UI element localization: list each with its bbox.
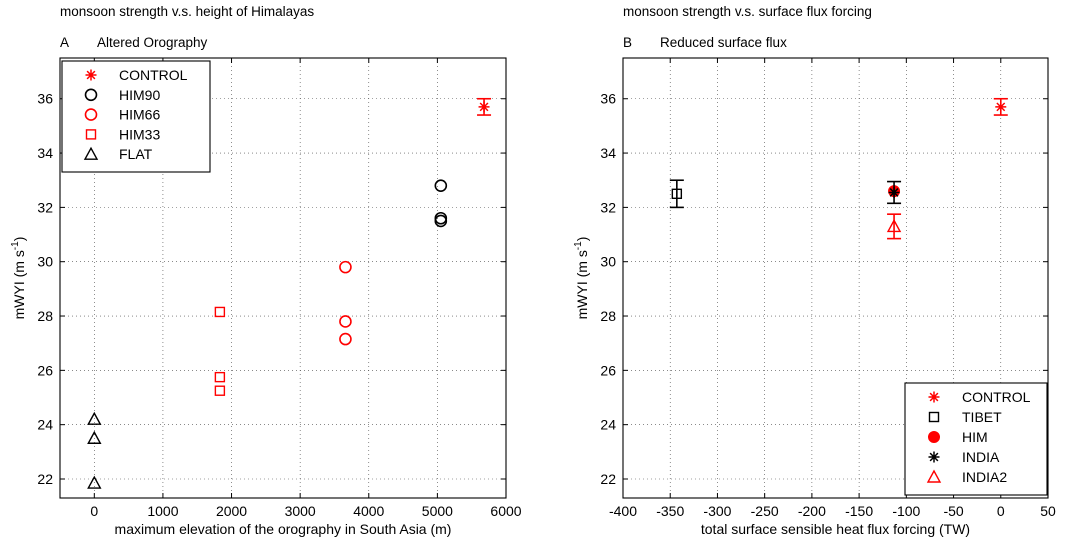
series-flat: [87, 411, 102, 489]
legend: CONTROL TIBET HIM INDIA INDIA2: [904, 382, 1048, 496]
x-tick-label: -100: [892, 503, 920, 519]
legend-marker-control: [928, 391, 940, 403]
x-tick-label: 4000: [353, 503, 384, 519]
x-axis-label: maximum elevation of the orography in So…: [115, 521, 452, 537]
y-tick-label: 26: [37, 362, 53, 378]
y-tick-label: 22: [37, 471, 53, 487]
legend-marker-him: [928, 431, 940, 443]
legend-marker-him90: [84, 88, 98, 102]
x-tick-label: -50: [943, 503, 963, 519]
data-point-him66: [339, 315, 352, 328]
x-tick-label: 50: [1040, 503, 1056, 519]
data-point-india2: [886, 218, 902, 233]
y-tick-label: 36: [600, 91, 616, 107]
x-tick-label: 3000: [285, 503, 316, 519]
chart-panel-a: 0 1000 2000 3000 4000 5000 6000 22 24 26 28 30 32 34 3…: [10, 57, 522, 537]
legend: CONTROL HIM90 HIM66 HIM33 FLAT: [61, 60, 211, 173]
y-tick-label: 30: [37, 254, 53, 270]
x-tick-label: 0: [90, 503, 98, 519]
panel-a-subtitle: Altered Orography: [97, 35, 208, 50]
series-india: [887, 180, 902, 205]
legend-marker-india: [928, 451, 940, 463]
panel-b-suptitle: monsoon strength v.s. surface flux forci…: [623, 4, 872, 19]
data-point-him66: [339, 332, 352, 346]
x-tick-label: 6000: [490, 503, 521, 519]
y-tick-label: 24: [37, 417, 53, 433]
legend-label-india2: INDIA2: [962, 469, 1007, 485]
x-tick-label: -200: [798, 503, 826, 519]
x-tick-label: 5000: [422, 503, 453, 519]
axes-frame: [59, 57, 507, 499]
legend-label-india: INDIA: [962, 449, 1000, 465]
panel-a-suptitle: monsoon strength v.s. height of Himalaya…: [60, 4, 315, 19]
x-tick-label: -300: [703, 503, 731, 519]
panel-b-letter: B: [623, 35, 633, 50]
legend-marker-control: [85, 69, 97, 81]
legend-marker-him33: [85, 129, 97, 140]
series-control: [477, 97, 492, 116]
y-tick-label: 28: [600, 308, 616, 324]
x-tick-label: 1000: [147, 503, 178, 519]
x-tick-label: -350: [656, 503, 684, 519]
y-axis-label: mWYI (m s-1): [10, 237, 27, 320]
panel-a-letter: A: [60, 35, 70, 50]
series-tibet: [669, 179, 684, 209]
y-tick-label: 32: [37, 199, 53, 215]
series-control: [993, 97, 1008, 116]
error-bar: [669, 179, 684, 209]
data-point-flat: [87, 411, 102, 425]
y-tick-label: 26: [600, 362, 616, 378]
x-tick-label: -150: [845, 503, 873, 519]
y-tick-label: 34: [600, 145, 616, 161]
y-tick-label: 36: [37, 91, 53, 107]
y-tick-label: 32: [600, 199, 616, 215]
data-point-flat: [87, 430, 102, 444]
x-axis-label: total surface sensible heat flux forcing…: [701, 521, 970, 537]
legend-label-control: CONTROL: [119, 67, 188, 83]
data-point-control: [995, 101, 1007, 113]
y-tick-label: 24: [600, 417, 616, 433]
y-tick-label: 30: [600, 254, 616, 270]
series-him33: [214, 306, 226, 396]
legend-label-tibet: TIBET: [962, 409, 1002, 425]
legend-label-control: CONTROL: [962, 389, 1031, 405]
data-point-him90: [434, 179, 448, 192]
x-tick-label: -400: [609, 503, 637, 519]
legend-marker-india2: [926, 469, 942, 483]
error-bar: [887, 213, 902, 240]
legend-label-him90: HIM90: [119, 87, 160, 103]
legend-marker-flat: [83, 146, 99, 160]
x-tick-label: 0: [997, 503, 1005, 519]
legend-marker-tibet: [928, 411, 940, 423]
legend-label-him: HIM: [962, 429, 988, 445]
series-him90: [434, 179, 448, 228]
legend-label-him66: HIM66: [119, 107, 160, 123]
data-point-flat: [87, 475, 102, 489]
x-tick-label: -250: [751, 503, 779, 519]
chart-panel-b: -400 -350 -300 -250 -200 -150 -100 -50 0 50 22 24 26…: [573, 57, 1056, 537]
data-point-him90: [434, 214, 448, 228]
data-point-tibet: [671, 188, 683, 200]
y-axis-label: mWYI (m s-1): [573, 237, 590, 320]
legend-marker-him66: [84, 108, 98, 121]
series-him66: [339, 260, 352, 346]
data-point-him66: [339, 260, 352, 274]
axes-frame: [622, 57, 1049, 499]
data-point-control: [478, 101, 490, 113]
y-tick-label: 28: [37, 308, 53, 324]
data-point-him33: [214, 371, 226, 383]
legend-label-him33: HIM33: [119, 126, 160, 142]
data-point-him33: [214, 385, 226, 396]
series-india2: [886, 213, 902, 240]
panel-b-subtitle: Reduced surface flux: [660, 35, 787, 50]
data-point-india: [888, 186, 900, 198]
y-tick-label: 34: [37, 145, 53, 161]
data-point-him33: [214, 306, 226, 318]
x-tick-label: 2000: [216, 503, 247, 519]
legend-label-flat: FLAT: [119, 146, 153, 162]
y-tick-label: 22: [600, 471, 616, 487]
